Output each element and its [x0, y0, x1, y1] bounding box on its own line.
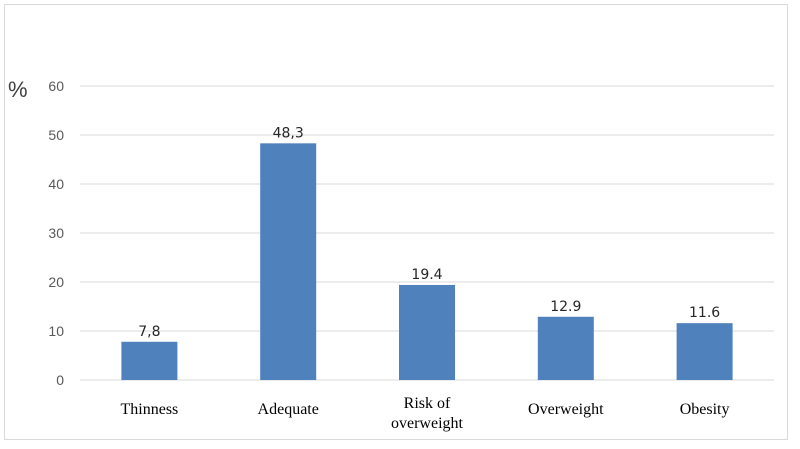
- y-axis-label: %: [8, 77, 28, 102]
- y-tick-label: 60: [48, 78, 64, 94]
- category-labels: Thinness Adequate Risk of overweight Overwei…: [121, 395, 730, 432]
- bars: [121, 143, 733, 380]
- data-label: 12.9: [550, 299, 581, 315]
- data-label: 48,3: [273, 125, 304, 141]
- category-label: Risk of: [404, 395, 451, 412]
- category-label: overweight: [391, 415, 464, 432]
- data-label: 11.6: [689, 305, 720, 321]
- category-label: Thinness: [121, 401, 179, 418]
- y-tick-label: 40: [48, 176, 64, 192]
- gridlines: [80, 85, 774, 381]
- category-label: Obesity: [680, 401, 730, 418]
- y-tick-label: 50: [48, 127, 64, 143]
- category-label: Overweight: [528, 401, 604, 418]
- data-label: 19.4: [411, 267, 442, 283]
- bar: [676, 323, 733, 380]
- data-labels: 7,8 48,3 19.4 12.9 11.6: [138, 125, 720, 339]
- y-tick-label: 0: [56, 372, 64, 388]
- y-tick-label: 20: [48, 274, 64, 290]
- bar: [399, 284, 455, 380]
- bar: [121, 341, 178, 380]
- y-tick-label: 30: [48, 225, 64, 241]
- bar: [537, 316, 594, 380]
- bar: [260, 143, 317, 380]
- category-label: Adequate: [258, 401, 319, 418]
- data-label: 7,8: [138, 324, 160, 340]
- y-tick-label: 10: [48, 323, 64, 339]
- y-tick-labels: 0 10 20 30 40 50 60: [48, 78, 64, 388]
